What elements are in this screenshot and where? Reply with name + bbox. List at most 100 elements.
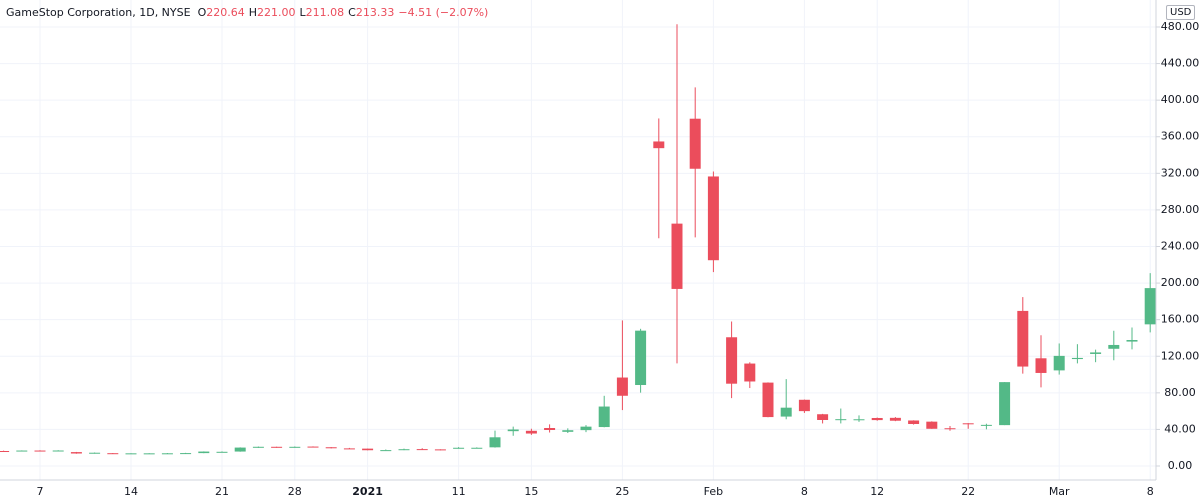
- candles: [0, 24, 1156, 455]
- candle-body: [434, 449, 446, 451]
- candle-body: [798, 399, 810, 412]
- y-tick-label: 240.00: [1161, 239, 1200, 252]
- candle-body: [598, 406, 610, 428]
- quote-value: 220.64: [206, 6, 245, 19]
- x-tick-label: Feb: [704, 485, 723, 498]
- x-tick-label: 25: [615, 485, 629, 498]
- candle-body: [835, 419, 847, 421]
- y-tick-label: 120.00: [1161, 349, 1200, 362]
- candle-body: [453, 447, 465, 449]
- y-tick-label: 360.00: [1161, 130, 1200, 143]
- y-tick-label: 0.00: [1168, 459, 1193, 472]
- candle-body: [671, 223, 683, 289]
- candle-body: [1035, 358, 1047, 373]
- x-tick-label: 15: [524, 485, 538, 498]
- candle-body: [398, 449, 410, 451]
- candle-body: [944, 428, 956, 430]
- candle-body: [325, 447, 337, 449]
- candle-body: [143, 453, 155, 455]
- candle-body: [16, 450, 28, 452]
- y-tick-label: 480.00: [1161, 20, 1200, 33]
- quote-label: O: [197, 6, 207, 19]
- candle-body: [1053, 355, 1065, 371]
- candle-body: [780, 407, 792, 417]
- candle-body: [198, 451, 210, 454]
- candle-body: [889, 417, 901, 421]
- candle-body: [525, 430, 537, 434]
- x-tick-label: 7: [37, 485, 44, 498]
- candle-body: [999, 382, 1011, 426]
- y-tick-label: 320.00: [1161, 166, 1200, 179]
- candle-body: [125, 453, 137, 455]
- candle-body: [507, 429, 519, 432]
- candle-body: [616, 377, 628, 396]
- candle-body: [252, 446, 264, 448]
- candle-body: [908, 420, 920, 424]
- quote: O220.64 H221.00 L211.08 C213.33: [198, 6, 399, 19]
- x-tick-label: 21: [215, 485, 229, 498]
- candle-body: [416, 449, 428, 451]
- x-tick-label: 12: [870, 485, 884, 498]
- x-tick-label: Mar: [1049, 485, 1070, 498]
- candle-body: [489, 437, 501, 448]
- candle-body: [726, 337, 738, 384]
- candle-body: [1090, 352, 1102, 354]
- candle-body: [343, 448, 355, 450]
- y-tick-label: 200.00: [1161, 276, 1200, 289]
- y-tick-label: 40.00: [1164, 422, 1196, 435]
- candle-body: [1071, 357, 1083, 360]
- candle-body: [107, 453, 119, 455]
- x-tick-label: 2021: [352, 485, 383, 498]
- candle-body: [689, 118, 701, 169]
- candle-body: [544, 428, 556, 431]
- candle-body: [980, 424, 992, 426]
- candle-body: [853, 419, 865, 421]
- candle-body: [744, 363, 756, 382]
- candle-body: [871, 417, 883, 421]
- candle-body: [380, 450, 392, 452]
- candle-body: [0, 451, 10, 453]
- axes: 0.00 40.00 80.00 120.00 160.00 200.00 240.00 28…: [37, 20, 1200, 498]
- candle-body: [762, 382, 774, 418]
- quote-label: C: [348, 6, 356, 19]
- candle-body: [471, 447, 483, 449]
- y-tick-label: 400.00: [1161, 93, 1200, 106]
- candle-body: [234, 447, 246, 452]
- candle-body: [34, 450, 46, 452]
- quote-value: 211.08: [305, 6, 345, 19]
- candle-body: [562, 430, 574, 432]
- candle-body: [362, 448, 374, 451]
- candle-body: [289, 446, 301, 448]
- candle-body: [707, 176, 719, 261]
- candle-body: [1126, 340, 1138, 342]
- candle-body: [161, 453, 173, 455]
- y-tick-label: 280.00: [1161, 203, 1200, 216]
- quote-label: H: [248, 6, 258, 19]
- candle-body: [52, 450, 64, 452]
- x-tick-label: 14: [124, 485, 138, 498]
- candle-body: [271, 446, 283, 448]
- x-tick-label: 22: [961, 485, 975, 498]
- currency-label: USD: [1166, 5, 1196, 20]
- y-tick-label: 80.00: [1164, 386, 1196, 399]
- candle-body: [580, 426, 592, 431]
- candle-body: [70, 452, 82, 454]
- change: −4.51 (−2.07%): [398, 6, 489, 19]
- candle-body: [1108, 344, 1120, 349]
- candle-body: [926, 421, 938, 429]
- chart-header: GameStop Corporation, 1D, NYSE O220.64 H2…: [6, 6, 492, 19]
- candle-body: [635, 330, 647, 386]
- quote-value: 213.33: [355, 6, 395, 19]
- candle-body: [307, 446, 319, 448]
- candle-body: [180, 453, 192, 455]
- candle-body: [653, 141, 665, 149]
- candle-body: [1144, 288, 1156, 325]
- candle-body: [962, 423, 974, 425]
- x-tick-label: 8: [801, 485, 808, 498]
- y-tick-label: 160.00: [1161, 313, 1200, 326]
- grid: [0, 0, 1156, 480]
- chart-title: GameStop Corporation, 1D, NYSE: [6, 6, 191, 19]
- quote-label: L: [299, 6, 306, 19]
